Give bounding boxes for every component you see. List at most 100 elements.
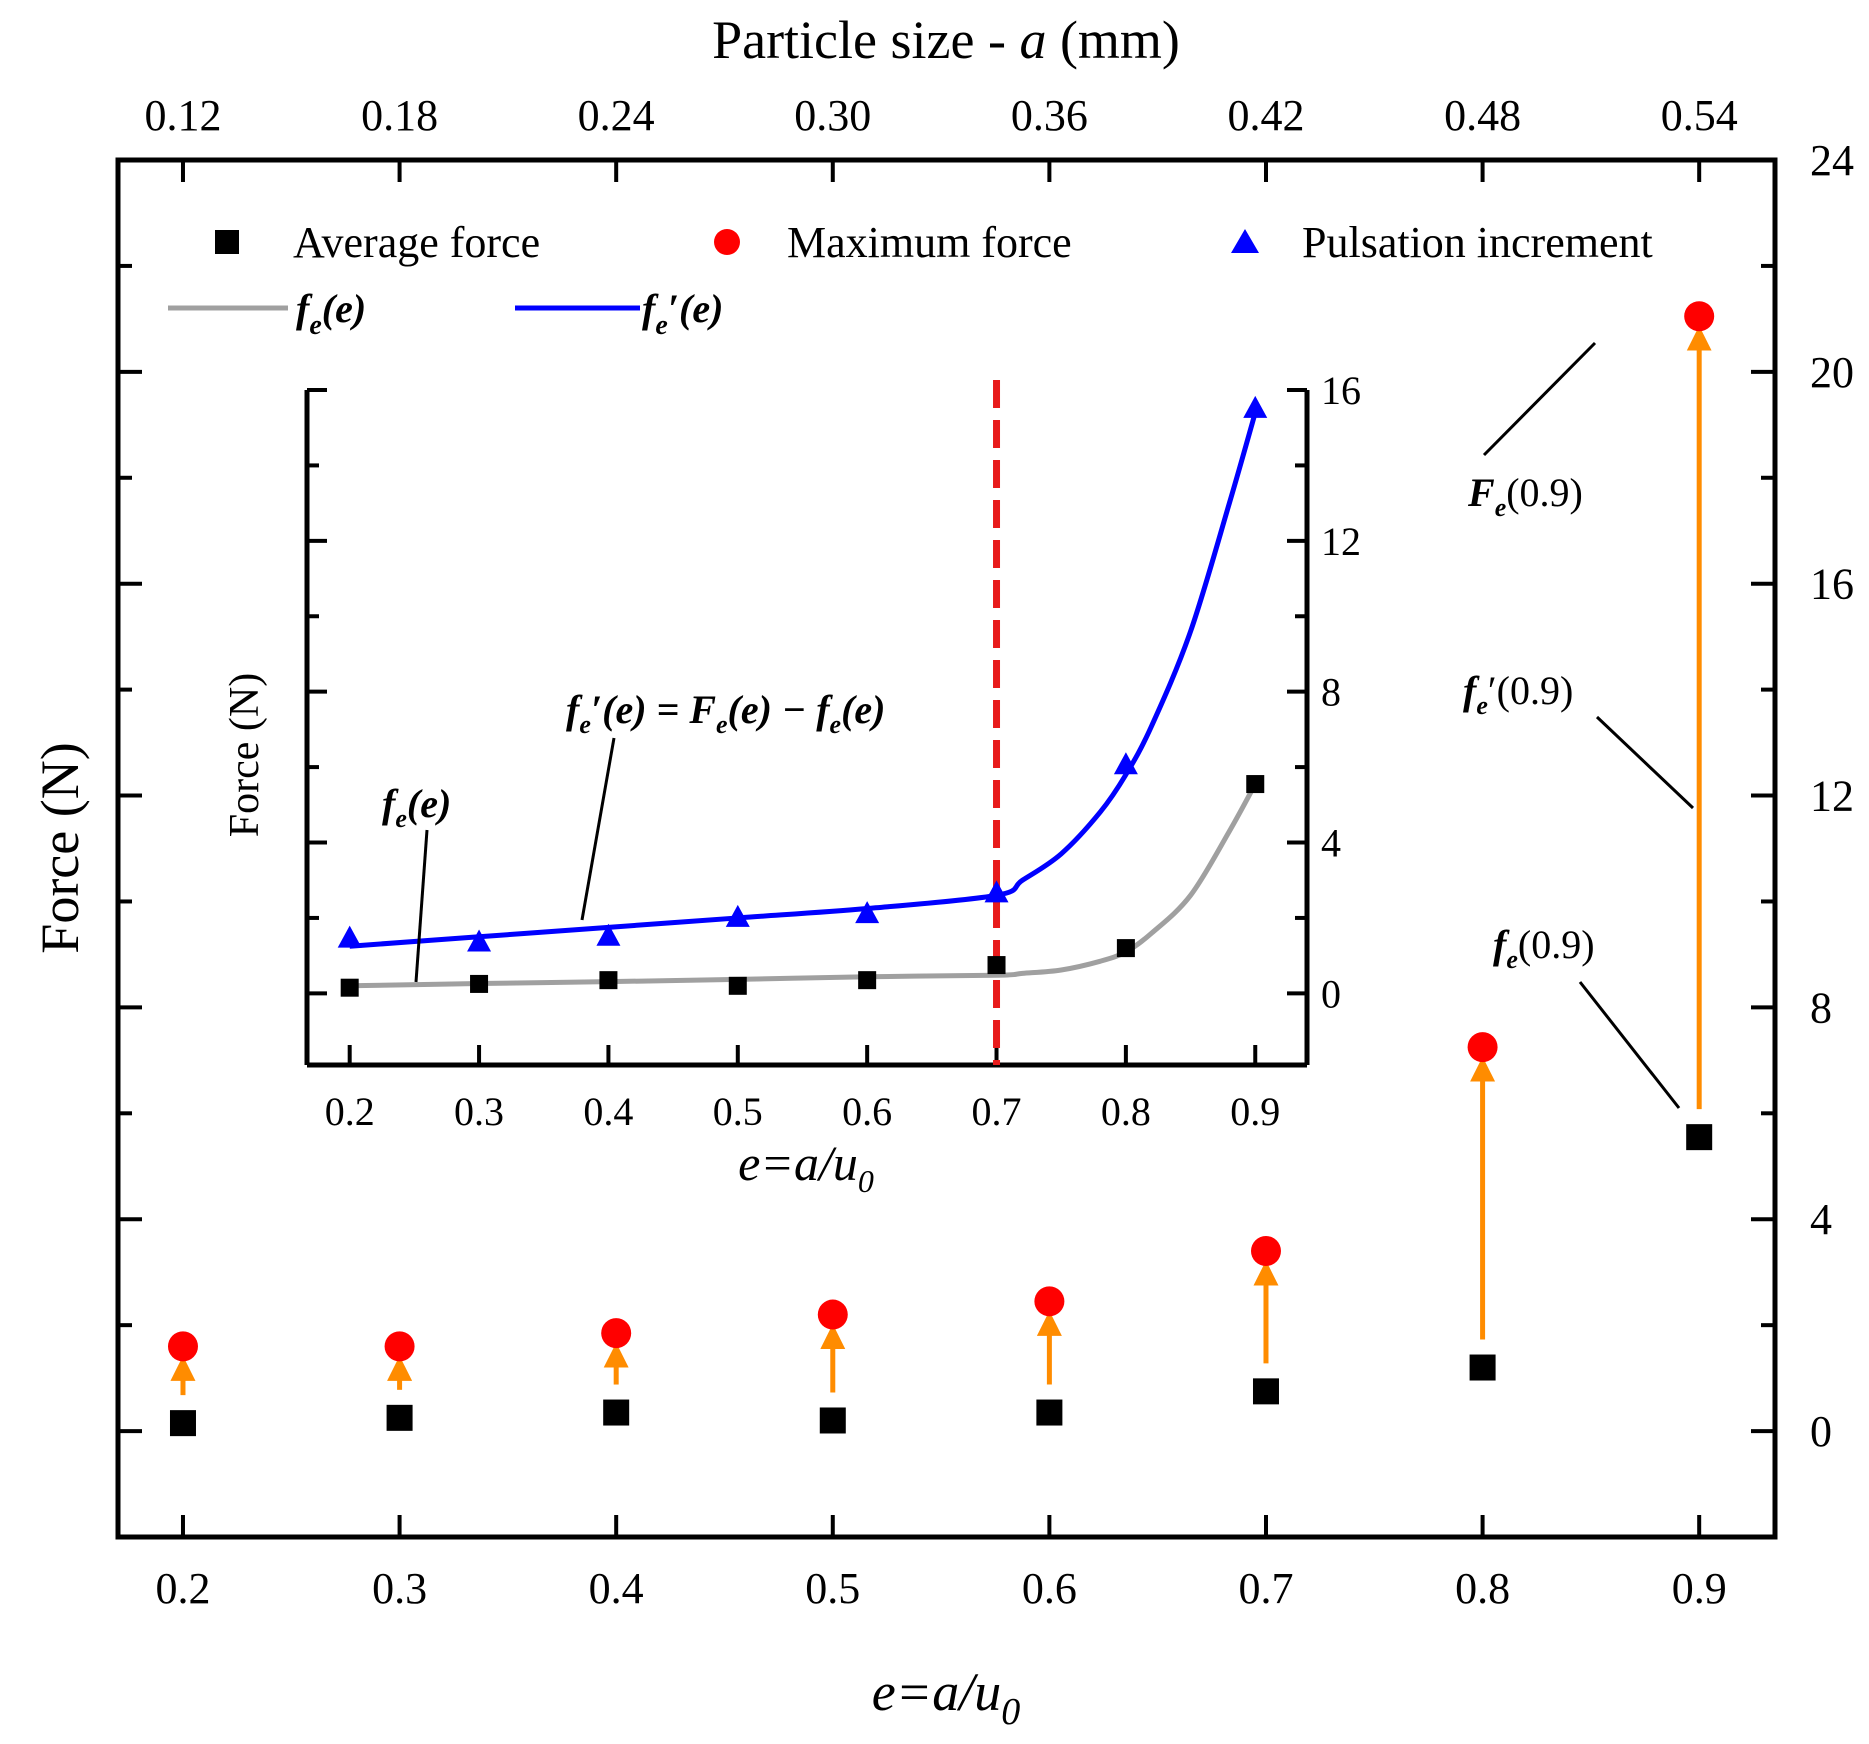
- y-right-tick-label: 16: [1810, 560, 1854, 609]
- inset-x-tick-label: 0.3: [454, 1089, 504, 1134]
- inset-annotation-equation-leader: [580, 737, 616, 921]
- main-x-top-ticks: 0.12 0.18 0.24 0.30 0.36 0.42 0.48 0.54: [144, 91, 1738, 182]
- main-maximum-force-point: [384, 1331, 415, 1362]
- main-plot: 0.2 0.3 0.4 0.5 0.6 0.7 0.8 0.9 0.12 0.18 0.24 0.3…: [115, 91, 1854, 1613]
- main-maximum-force-point: [601, 1318, 632, 1349]
- inset-left-ticks: [307, 388, 327, 996]
- x-bottom-tick-label: 0.2: [155, 1564, 210, 1613]
- inset-x-tick-label: 0.8: [1101, 1089, 1151, 1134]
- inset-average-force-point: [599, 971, 618, 990]
- x-bottom-tick-label: 0.4: [589, 1564, 644, 1613]
- inset-pulsation-increment-point: [725, 904, 750, 927]
- x-top-tick-label: 0.36: [1011, 91, 1088, 140]
- inset-annotation-fe: fe(e): [382, 781, 451, 833]
- annotation-fe-prime-0.9: fe′(0.9): [1463, 668, 1573, 720]
- inset-x-tick-label: 0.2: [325, 1089, 375, 1134]
- legend-fe-label: fe(e): [296, 286, 366, 341]
- main-average-force-point: [386, 1404, 413, 1431]
- inset-average-force-point: [340, 978, 359, 997]
- inset-pulsation-increment-point: [984, 880, 1009, 903]
- inset-average-force-point: [987, 956, 1006, 975]
- x-bottom-tick-label: 0.3: [372, 1564, 427, 1613]
- legend: Average force Maximum force Pulsation in…: [168, 218, 1653, 341]
- x-bottom-title-sub: 0: [1001, 1691, 1020, 1733]
- inset-x-tick-label: 0.6: [842, 1089, 892, 1134]
- inset-annotation-fe-leader: [414, 829, 429, 983]
- main-maximum-force-point: [1250, 1236, 1281, 1267]
- inset-y-ticks: 0 4 8 12 16: [1287, 368, 1361, 1016]
- legend-average-force-label: Average force: [293, 218, 540, 267]
- x-bottom-axis-title: e=a/u0: [872, 1662, 1020, 1733]
- inset-average-force-point: [1116, 939, 1135, 958]
- x-bottom-tick-label: 0.8: [1455, 1564, 1510, 1613]
- main-maximum-force-point: [1034, 1286, 1065, 1317]
- y-right-tick-label: 8: [1810, 983, 1832, 1032]
- inset-x-tick-label: 0.4: [583, 1089, 633, 1134]
- y-right-tick-label: 4: [1810, 1195, 1832, 1244]
- main-maximum-force-series: [167, 301, 1715, 1362]
- inset-pulsation-increment-point: [1243, 395, 1268, 418]
- inset-y-tick-label: 16: [1321, 368, 1361, 413]
- inset-y-tick-label: 12: [1321, 519, 1361, 564]
- inset-x-tick-label: 0.5: [713, 1089, 763, 1134]
- main-x-bottom-ticks: 0.2 0.3 0.4 0.5 0.6 0.7 0.8 0.9: [155, 1515, 1727, 1613]
- inset-y-tick-label: 8: [1321, 670, 1341, 715]
- inset-average-force-point: [728, 976, 747, 995]
- inset-x-ticks: 0.2 0.3 0.4 0.5 0.6 0.7 0.8 0.9: [325, 1045, 1280, 1134]
- x-top-title-pre: Particle size -: [712, 10, 1019, 70]
- x-top-title-post: (mm): [1046, 10, 1179, 70]
- inset-annotation-equation: fe′(e) = Fe(e) − fe(e): [566, 687, 885, 739]
- main-average-force-point: [169, 1410, 196, 1437]
- main-average-force-point: [819, 1407, 846, 1434]
- x-top-tick-label: 0.24: [578, 91, 655, 140]
- y-right-tick-label: 24: [1810, 136, 1854, 185]
- inset-average-force-point: [1246, 775, 1265, 794]
- annotation-Fe-0.9-leader: [1482, 341, 1597, 457]
- inset-y-tick-label: 0: [1321, 971, 1341, 1016]
- x-top-tick-label: 0.12: [144, 91, 221, 140]
- legend-maximum-force-label: Maximum force: [787, 218, 1072, 267]
- inset-pulsation-increment-point: [855, 901, 880, 924]
- inset-plot: 0.2 0.3 0.4 0.5 0.6 0.7 0.8 0.9 0 4 8 12 16 Force (…: [222, 368, 1361, 1199]
- inset-average-force-series: [340, 775, 1265, 997]
- main-plot-frame: [115, 157, 1778, 1540]
- annotation-fe-prime-0.9-leader: [1595, 715, 1695, 810]
- inset-x-axis-title: e=a/u0: [738, 1135, 874, 1199]
- x-top-tick-label: 0.42: [1227, 91, 1304, 140]
- inset-x-tick-label: 0.7: [972, 1089, 1022, 1134]
- main-average-force-point: [1686, 1124, 1713, 1151]
- x-bottom-tick-label: 0.6: [1022, 1564, 1077, 1613]
- x-top-axis-title: Particle size - a (mm): [712, 10, 1180, 70]
- inset-pulsation-increment-point: [467, 929, 492, 952]
- legend-average-force-marker: [215, 230, 239, 254]
- x-top-tick-label: 0.54: [1661, 91, 1738, 140]
- y-right-tick-label: 12: [1810, 772, 1854, 821]
- main-average-force-point: [603, 1399, 630, 1426]
- y-right-tick-label: 0: [1810, 1407, 1832, 1456]
- annotation-fe-0.9-leader: [1578, 981, 1681, 1109]
- legend-maximum-force-marker: [714, 229, 740, 255]
- main-average-force-point: [1252, 1378, 1279, 1405]
- y-left-axis-title: Force (N): [30, 742, 90, 953]
- x-bottom-tick-label: 0.5: [805, 1564, 860, 1613]
- main-maximum-force-point: [167, 1331, 198, 1362]
- inset-pulsation-increment-point: [337, 925, 362, 948]
- main-y-left-ticks: [118, 158, 142, 1539]
- inset-pulsation-increment-point: [1113, 752, 1138, 775]
- x-top-tick-label: 0.18: [361, 91, 438, 140]
- inset-pulsation-increment-point: [596, 923, 621, 946]
- main-maximum-force-point: [1467, 1032, 1498, 1063]
- main-y-right-ticks: 0 4 8 12 16 20 24: [1751, 136, 1854, 1539]
- main-average-force-point: [1469, 1354, 1496, 1381]
- annotation-fe-0.9: fe(0.9): [1493, 922, 1595, 974]
- x-top-title-var: a: [1019, 10, 1046, 70]
- inset-y-axis-title: Force (N): [222, 673, 268, 837]
- legend-pulsation-increment-label: Pulsation increment: [1302, 218, 1653, 267]
- legend-pulsation-increment-marker: [1231, 229, 1259, 253]
- x-top-tick-label: 0.48: [1444, 91, 1521, 140]
- increment-arrows: [170, 325, 1712, 1396]
- main-maximum-force-point: [817, 1299, 848, 1330]
- x-bottom-title-main: e=a/u: [872, 1662, 1001, 1722]
- x-bottom-tick-label: 0.7: [1238, 1564, 1293, 1613]
